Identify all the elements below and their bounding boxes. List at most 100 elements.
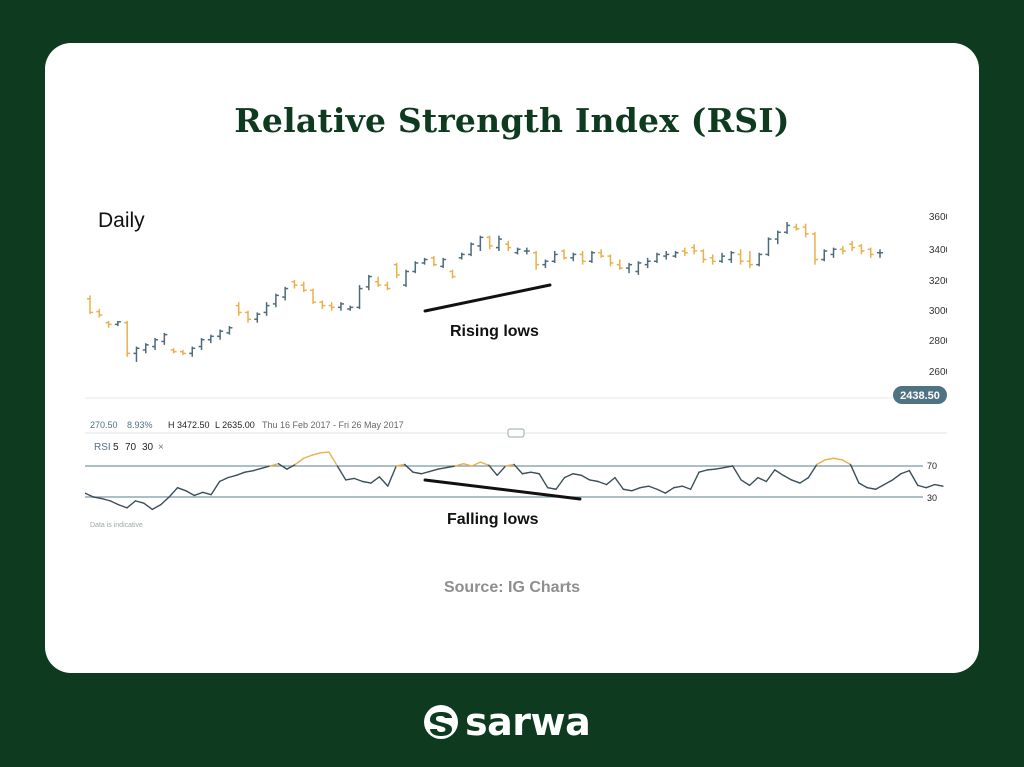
rsi-line-segment (353, 477, 364, 483)
rsi-line-segment (168, 487, 179, 498)
ohlc-bar (412, 261, 419, 274)
rsi-line-segment (563, 473, 574, 479)
ohlc-bar (756, 252, 763, 267)
y-tick-label: 3400.00 (929, 245, 947, 256)
ohlc-bar (272, 293, 279, 308)
current-price-label: 2438.50 (900, 390, 940, 402)
panel-resize-handle[interactable] (507, 428, 525, 438)
rsi-line-segment (883, 479, 894, 486)
rsi-line-segment (361, 480, 372, 484)
ohlc-bar (170, 348, 177, 354)
ohlc-bar (347, 305, 354, 311)
rsi-line-segment (328, 451, 339, 467)
rsi-line-segment (303, 454, 313, 459)
ohlc-bar (114, 320, 121, 327)
ohlc-bar (403, 269, 409, 287)
rsi-line-segment (336, 465, 347, 481)
rsi-line-segment (504, 463, 515, 467)
y-tick-label: 3200.00 (929, 276, 947, 287)
rsi-param: 5 (113, 442, 119, 453)
ohlc-bar (579, 251, 586, 265)
rsi-line-segment (193, 491, 204, 497)
rising-lows-annotation: Rising lows (450, 323, 539, 340)
footnote: Data is indicative (90, 522, 143, 529)
rsi-line-segment (143, 502, 153, 511)
ohlc-bar (681, 247, 688, 257)
rsi-line-segment (126, 500, 137, 509)
rsi-line-segment (286, 463, 296, 470)
rsi-line-segment (824, 457, 835, 461)
brand-logo[interactable]: sarwa (423, 702, 591, 742)
ohlc-bar (542, 259, 549, 269)
rsi-line-segment (673, 485, 683, 489)
ohlc-bar (384, 281, 391, 291)
ohlc-bar (198, 338, 205, 350)
rsi-level-label: 70 (927, 461, 937, 471)
y-tick-label: 3000.00 (929, 306, 947, 317)
rsi-line-segment (92, 496, 103, 500)
ohlc-bar (189, 346, 196, 357)
rsi-line-segment (555, 476, 566, 490)
rsi-line-segment (277, 462, 288, 470)
rsi-line-segment (403, 463, 414, 473)
rsi-label: RSI (94, 442, 111, 453)
ohlc-bar (588, 251, 595, 263)
rsi-line-segment (546, 487, 557, 490)
rsi-line-segment (832, 457, 843, 461)
rsi-line-segment (462, 462, 473, 467)
chart-background (85, 193, 947, 535)
rsi-line-segment (740, 479, 751, 487)
ohlc-bar (254, 312, 261, 323)
ohlc-bar (551, 251, 558, 263)
rsi-line-segment (757, 476, 768, 483)
ohlc-bar (87, 295, 93, 315)
info-change: 270.50 (90, 420, 118, 430)
rsi-line-segment (807, 463, 818, 479)
rsi-line-segment (849, 463, 860, 484)
timeframe-label: Daily (98, 209, 145, 232)
rsi-line-segment (151, 504, 162, 511)
rsi-line-segment (370, 476, 381, 484)
ohlc-bar (124, 320, 131, 357)
ohlc-bar (570, 252, 577, 262)
rsi-line-segment (319, 451, 330, 454)
rsi-line-segment (521, 471, 532, 475)
rsi-line-segment (235, 471, 246, 476)
close-x-icon[interactable]: × (158, 442, 164, 453)
rsi-line-segment (841, 459, 852, 466)
ohlc-bar (719, 252, 725, 263)
ohlc-bar (849, 240, 856, 252)
ohlc-bar (839, 245, 846, 255)
ohlc-bar (709, 254, 716, 265)
rsi-line-segment (311, 452, 322, 456)
rsi-line-segment (698, 469, 709, 473)
rsi-line-segment (134, 500, 145, 504)
rsi-line-segment (227, 474, 238, 479)
ohlc-bar (830, 247, 837, 258)
ohlc-bar (867, 247, 874, 258)
rsi-line-segment (387, 465, 397, 487)
rsi-line-segment (454, 462, 465, 467)
ohlc-bar (226, 326, 233, 335)
rsi-line-segment (378, 476, 389, 487)
ohlc-bar (310, 288, 317, 304)
rsi-param: 30 (142, 442, 154, 453)
rsi-line-segment (429, 468, 439, 473)
page-title: Relative Strength Index (RSI) (234, 101, 790, 140)
rsi-line-segment (664, 487, 675, 494)
ohlc-bar (514, 247, 521, 255)
rsi-line-segment (109, 500, 120, 506)
ohlc-bar (653, 252, 660, 263)
rsi-line-segment (875, 483, 885, 490)
rsi-line-segment (530, 471, 540, 475)
ohlc-bar (765, 237, 772, 257)
ohlc-bar (142, 343, 149, 354)
rsi-line-segment (252, 467, 263, 472)
sarwa-swirl-icon (424, 705, 458, 739)
ohlc-bar (821, 249, 828, 262)
ohlc-bar (152, 338, 159, 350)
rising-lows-trendline (423, 283, 552, 313)
rsi-line-segment (723, 465, 734, 469)
rsi-line-segment (900, 469, 911, 475)
rsi-line-segment (597, 480, 608, 486)
